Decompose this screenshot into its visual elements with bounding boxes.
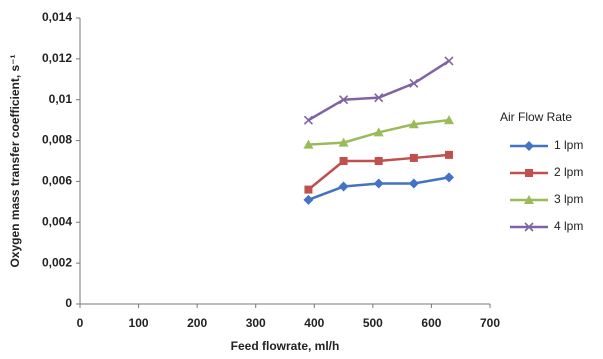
y-tick-label: 0 xyxy=(65,296,72,310)
x-tick-label: 100 xyxy=(129,316,149,330)
data-point xyxy=(338,137,349,147)
data-point xyxy=(408,178,419,189)
data-point xyxy=(444,172,454,183)
x-tick-label: 500 xyxy=(363,316,383,330)
data-point xyxy=(409,153,418,162)
legend-marker xyxy=(525,169,533,177)
x-tick-label: 700 xyxy=(480,316,500,330)
y-tick-label: 0,012 xyxy=(42,51,72,65)
x-tick-label: 600 xyxy=(421,316,441,330)
data-point xyxy=(338,181,349,192)
data-point xyxy=(303,139,314,149)
data-point xyxy=(304,185,313,194)
data-point xyxy=(409,78,419,88)
x-axis-label: Feed flowrate, ml/h xyxy=(231,339,340,353)
data-point xyxy=(444,56,454,66)
data-point xyxy=(374,157,383,165)
legend-marker xyxy=(524,141,534,151)
legend-label: 3 lpm xyxy=(554,192,583,206)
data-point xyxy=(373,178,384,189)
legend-marker xyxy=(524,222,534,232)
x-tick-label: 300 xyxy=(246,316,266,330)
y-tick-label: 0,014 xyxy=(42,10,72,24)
data-point xyxy=(303,194,314,205)
data-point xyxy=(445,150,453,159)
data-point xyxy=(408,119,419,129)
y-axis-label: Oxygen mass transfer coefficient, s⁻¹ xyxy=(8,54,22,267)
legend-label: 1 lpm xyxy=(554,138,583,152)
series-line xyxy=(307,59,450,122)
data-point xyxy=(339,157,348,165)
y-tick-label: 0,002 xyxy=(42,255,72,269)
data-point xyxy=(339,95,349,105)
data-point xyxy=(373,127,384,137)
data-point xyxy=(374,93,384,103)
data-point xyxy=(303,115,313,125)
legend-label: 4 lpm xyxy=(554,219,583,233)
x-tick-label: 400 xyxy=(304,316,324,330)
y-tick-label: 0,006 xyxy=(42,174,72,188)
x-tick-label: 200 xyxy=(187,316,207,330)
x-tick-label: 0 xyxy=(77,316,84,330)
y-tick-label: 0,01 xyxy=(49,92,73,106)
y-tick-label: 0,008 xyxy=(42,133,72,147)
legend-title: Air Flow Rate xyxy=(500,110,572,124)
legend-marker xyxy=(524,195,534,204)
data-point xyxy=(444,115,454,125)
legend-label: 2 lpm xyxy=(554,165,583,179)
y-tick-label: 0,004 xyxy=(42,214,72,228)
